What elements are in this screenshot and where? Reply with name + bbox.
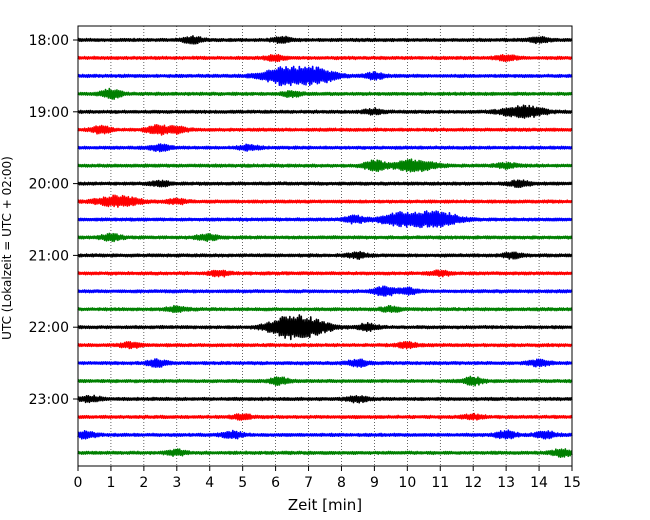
- x-tick-label: 15: [563, 475, 581, 491]
- x-tick-label: 11: [431, 475, 449, 491]
- x-tick-label: 9: [370, 475, 379, 491]
- x-tick-label: 7: [304, 475, 313, 491]
- y-tick-label: 21:00: [29, 248, 69, 264]
- x-tick-label: 5: [238, 475, 247, 491]
- seismogram-traces: [77, 35, 573, 459]
- x-tick-label: 6: [271, 475, 280, 491]
- x-tick-label: 8: [337, 475, 346, 491]
- x-tick-label: 10: [398, 475, 416, 491]
- x-axis-label: Zeit [min]: [288, 496, 362, 514]
- vertical-grid: [110, 26, 540, 466]
- y-tick-label: 20:00: [29, 177, 69, 193]
- y-tick-label: 23:00: [29, 392, 69, 408]
- x-tick-label: 1: [106, 475, 115, 491]
- x-tick-label: 3: [172, 475, 181, 491]
- y-tick-label: 18:00: [29, 33, 69, 49]
- x-tick-label: 12: [464, 475, 482, 491]
- x-tick-label: 14: [530, 475, 548, 491]
- x-tick-label: 4: [205, 475, 214, 491]
- x-axis-ticks: 0 1 2 3 4 5 6 7 8 9 10 11 12 13 14 15: [74, 466, 581, 491]
- x-tick-label: 13: [497, 475, 515, 491]
- y-tick-label: 19:00: [29, 105, 69, 121]
- x-tick-label: 2: [139, 475, 148, 491]
- y-axis-label: UTC (Lokalzeit = UTC + 02:00): [0, 156, 14, 340]
- y-tick-label: 22:00: [29, 320, 69, 336]
- y-axis-ticks: 18:00 19:00 20:00 21:00 22:00 23:00: [29, 33, 78, 408]
- plot-frame: [77, 25, 573, 467]
- x-tick-label: 0: [74, 475, 83, 491]
